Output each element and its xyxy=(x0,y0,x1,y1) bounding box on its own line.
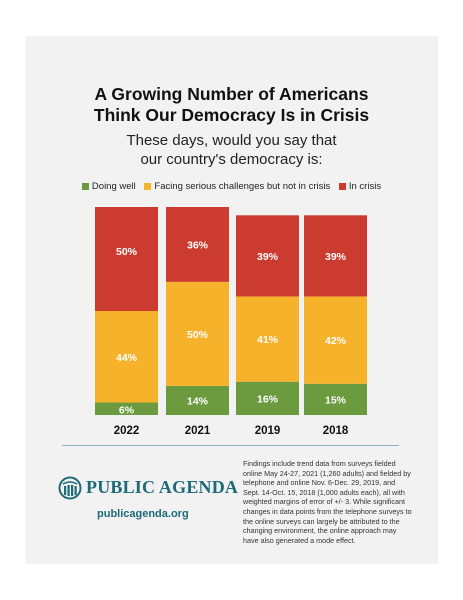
bar-label-2019-doing-well: 16% xyxy=(257,393,279,405)
bar-label-2021-in-crisis: 36% xyxy=(187,239,209,251)
title-line-2: Think Our Democracy Is in Crisis xyxy=(93,105,370,125)
category-label-2019: 2019 xyxy=(255,425,281,437)
bar-label-2022-facing-challenges: 44% xyxy=(116,352,138,364)
bar-2022-facing-challenges xyxy=(95,311,158,403)
bar-2019-facing-challenges xyxy=(236,296,299,382)
legend-item-facing-challenges: Facing serious challenges but not in cri… xyxy=(144,181,330,192)
bar-label-2018-in-crisis: 39% xyxy=(325,251,347,263)
chart-subtitle: These days, would you say that our count… xyxy=(0,131,463,169)
legend-swatch-doing-well xyxy=(81,183,89,190)
bar-2022-in-crisis xyxy=(95,207,158,311)
bar-2018-facing-challenges xyxy=(304,296,367,384)
bar-2021-in-crisis xyxy=(166,207,229,282)
legend-swatch-facing-challenges xyxy=(144,183,152,190)
legend-swatch-in-crisis xyxy=(338,183,346,190)
legend-item-in-crisis: In crisis xyxy=(338,181,382,192)
brand-url: publicagenda.org xyxy=(97,508,189,520)
legend: Doing well Facing serious challenges but… xyxy=(0,181,463,192)
legend-label-facing-challenges: Facing serious challenges but not in cri… xyxy=(154,181,331,192)
category-label-2018: 2018 xyxy=(323,425,349,437)
subtitle-line-2: our country's democracy is: xyxy=(140,151,323,168)
footnote: Findings include trend data from surveys… xyxy=(243,459,412,545)
bar-label-2021-facing-challenges: 50% xyxy=(187,329,209,341)
legend-label-in-crisis: In crisis xyxy=(348,181,382,192)
category-label-2022: 2022 xyxy=(114,425,140,437)
title-line-1: A Growing Number of Americans xyxy=(94,84,369,104)
bar-2019-in-crisis xyxy=(236,215,299,297)
bar-label-2021-doing-well: 14% xyxy=(187,395,209,407)
bar-2021-doing-well xyxy=(166,385,229,415)
legend-label-doing-well: Doing well xyxy=(91,181,136,192)
globe-icon xyxy=(58,476,82,500)
bar-label-2019-facing-challenges: 41% xyxy=(257,334,279,346)
bar-2018-in-crisis xyxy=(304,215,367,297)
legend-item-doing-well: Doing well xyxy=(81,181,136,192)
category-label-2021: 2021 xyxy=(185,425,211,437)
bar-2022-doing-well xyxy=(95,402,158,415)
card-background xyxy=(25,36,438,564)
bar-2019-doing-well xyxy=(236,381,299,415)
chart-title: A Growing Number of Americans Think Our … xyxy=(0,84,463,126)
subtitle-line-1: These days, would you say that xyxy=(126,132,337,149)
bar-2018-doing-well xyxy=(304,383,367,415)
bar-label-2019-in-crisis: 39% xyxy=(257,251,279,263)
bar-label-2018-facing-challenges: 42% xyxy=(325,335,347,347)
bar-label-2022-doing-well: 6% xyxy=(119,405,135,417)
brand-name: PUBLIC AGENDA xyxy=(86,477,239,497)
divider xyxy=(62,445,399,446)
bar-label-2018-doing-well: 15% xyxy=(325,394,347,406)
bar-2021-facing-challenges xyxy=(166,281,229,386)
bar-label-2022-in-crisis: 50% xyxy=(116,246,138,258)
